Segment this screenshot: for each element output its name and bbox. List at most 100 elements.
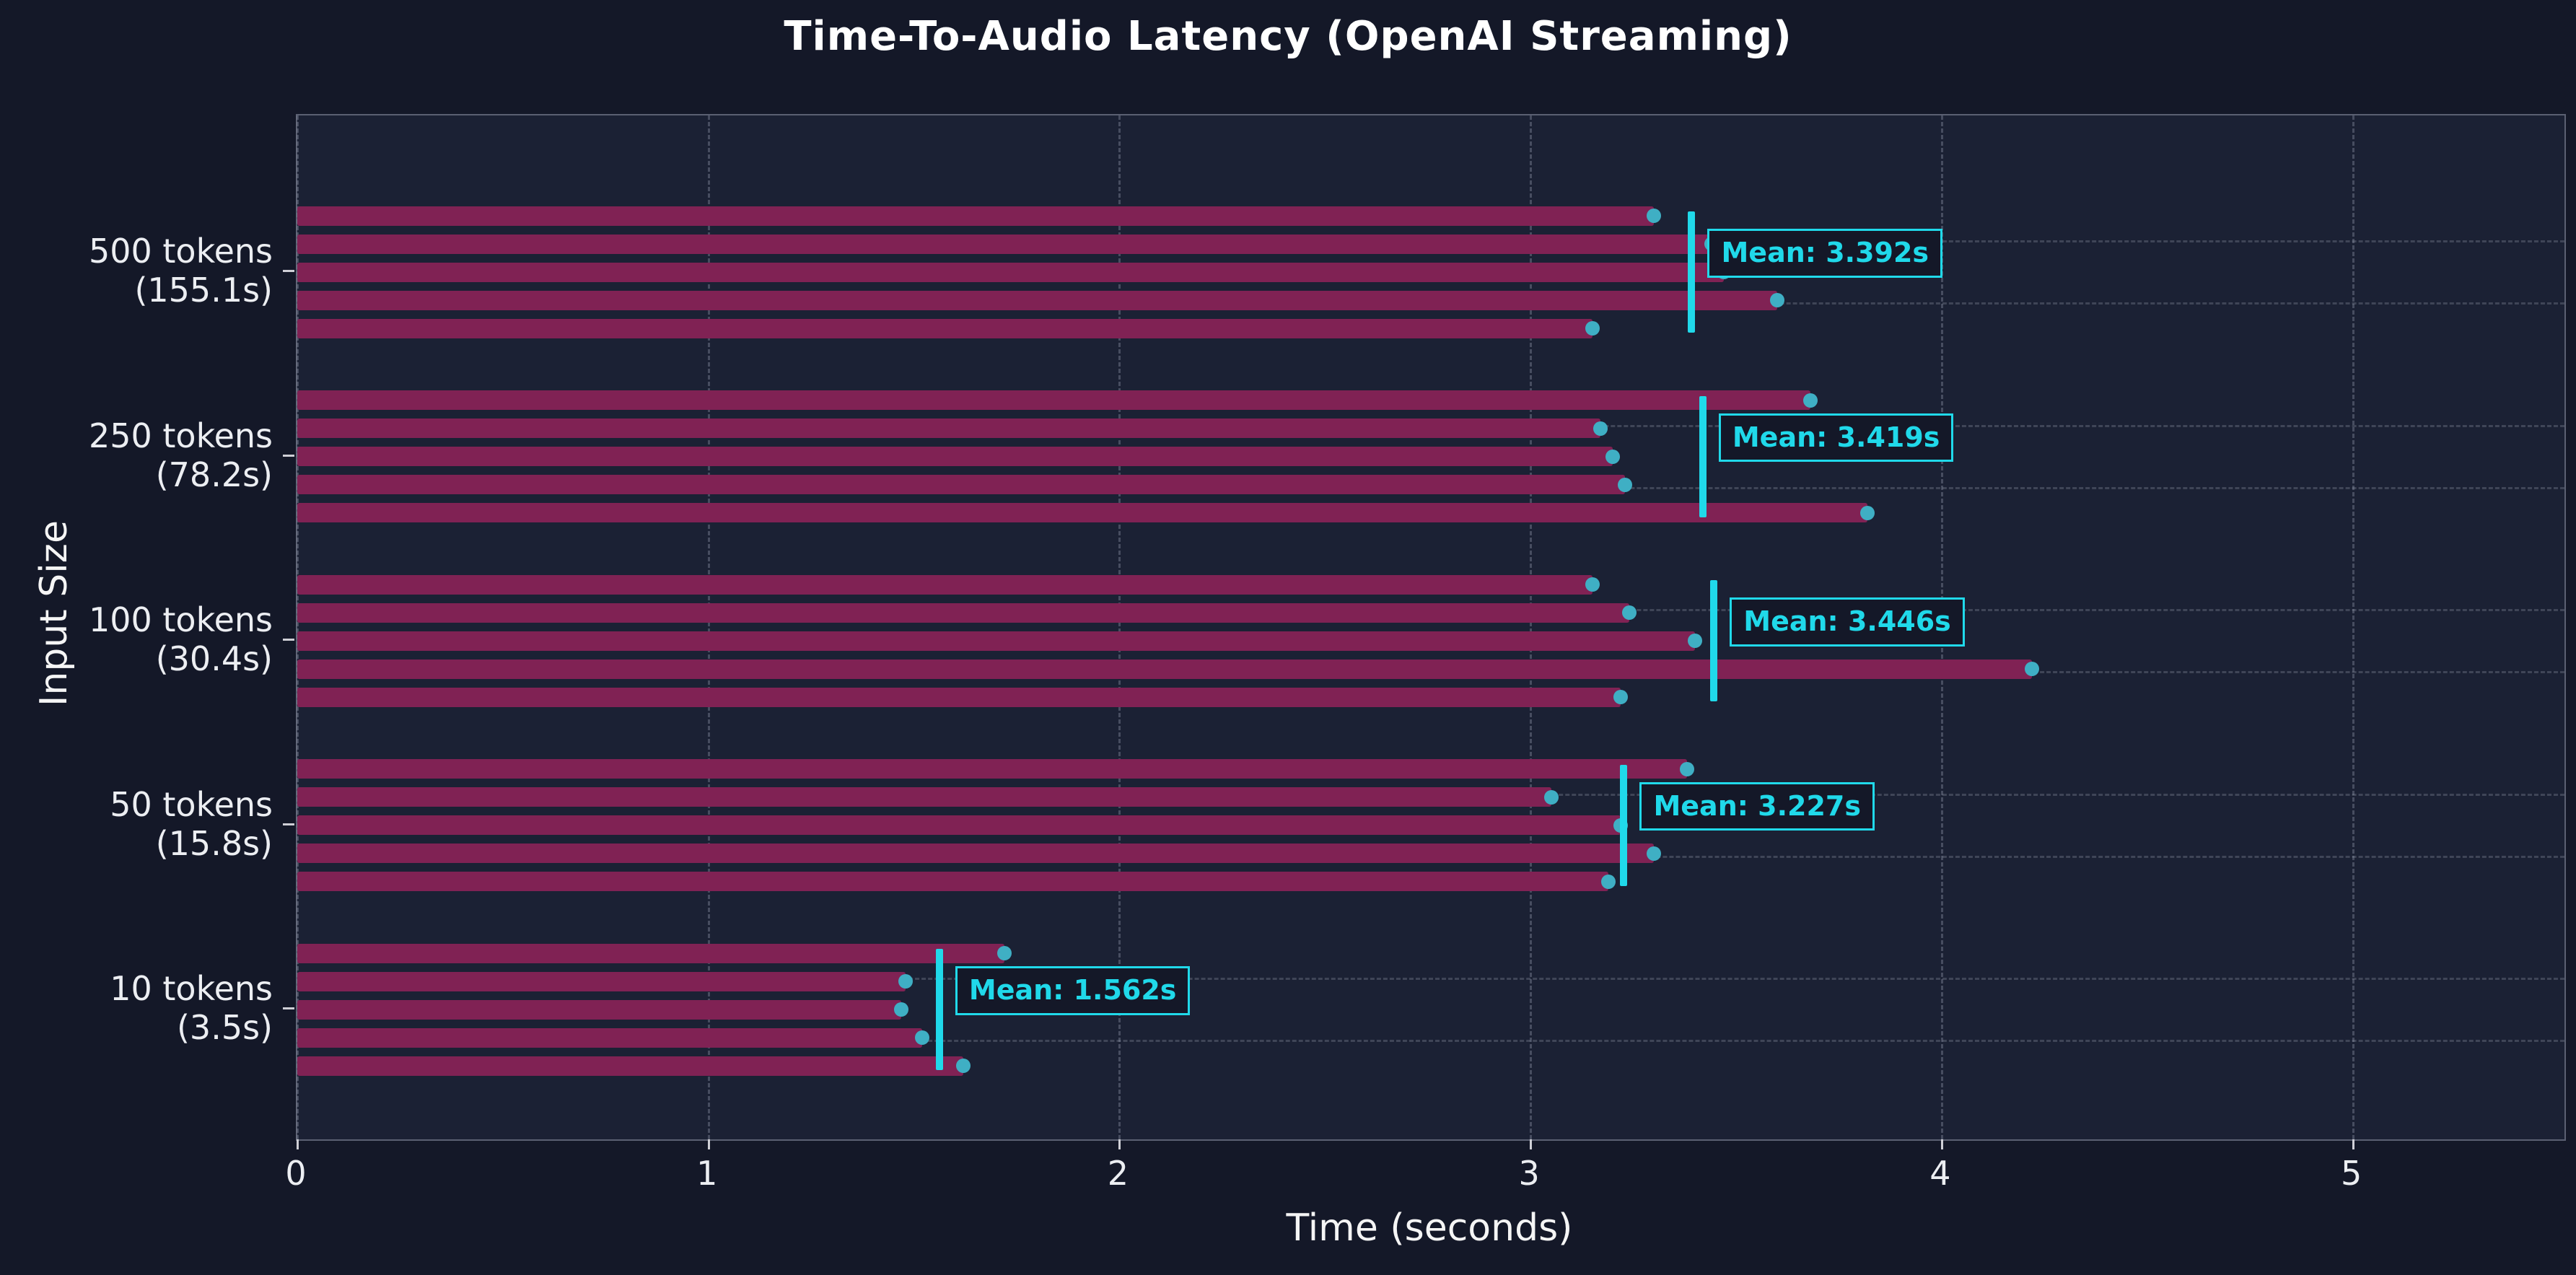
latency-bar	[297, 631, 1696, 651]
y-tick-label: 50 tokens (15.8s)	[0, 785, 273, 863]
latency-bar	[297, 999, 902, 1020]
x-gridline	[1530, 115, 1533, 1139]
run-end-dot	[1621, 605, 1637, 620]
group-label-line2: (78.2s)	[155, 455, 273, 494]
latency-bar	[297, 844, 1655, 863]
x-tick-mark	[707, 1139, 710, 1149]
group-label-line1: 500 tokens	[88, 232, 273, 271]
mean-line	[1688, 211, 1696, 333]
run-end-dot	[1618, 477, 1633, 492]
mean-label: Mean: 3.419s	[1718, 413, 1954, 463]
run-end-dot	[955, 1059, 971, 1073]
mean-line	[1699, 395, 1707, 517]
run-end-dot	[1543, 789, 1559, 805]
y-tick-mark	[283, 270, 294, 272]
y-tick-label: 100 tokens (30.4s)	[0, 600, 273, 678]
latency-bar	[297, 447, 1613, 466]
x-tick-mark	[1530, 1139, 1533, 1149]
mean-label: Mean: 1.562s	[955, 966, 1191, 1015]
latency-bar	[297, 419, 1600, 438]
run-end-dot	[1601, 874, 1616, 889]
x-gridline	[297, 115, 299, 1139]
latency-bar	[297, 234, 1712, 254]
chart-title: Time-To-Audio Latency (OpenAI Streaming)	[784, 13, 1792, 60]
mean-line	[1710, 580, 1718, 701]
y-tick-mark	[283, 823, 294, 825]
group-label-line1: 250 tokens	[88, 416, 273, 455]
group-label-line1: 10 tokens	[110, 969, 273, 1008]
latency-bar	[297, 503, 1868, 522]
y-tick-mark	[283, 1007, 294, 1009]
run-end-dot	[1647, 846, 1662, 861]
x-tick-mark	[1940, 1139, 1943, 1149]
x-tick-label: 3	[1518, 1154, 1540, 1193]
x-tick-mark	[297, 1139, 299, 1149]
run-end-dot	[1593, 421, 1608, 436]
latency-bar	[297, 475, 1626, 494]
latency-bar	[297, 659, 2033, 679]
run-end-dot	[1679, 761, 1694, 776]
x-tick-mark	[2352, 1139, 2354, 1149]
y-gridline	[297, 1040, 2564, 1042]
x-gridline	[1118, 115, 1121, 1139]
x-gridline	[2352, 115, 2354, 1139]
group-label-line1: 100 tokens	[88, 600, 273, 639]
latency-bar	[297, 815, 1621, 835]
run-end-dot	[1769, 293, 1784, 307]
run-end-dot	[894, 1002, 909, 1017]
plot-area: Mean: 3.392s Mean: 3.419s Mean: 3.446s Mean…	[296, 114, 2566, 1149]
latency-bar	[297, 759, 1687, 779]
latency-bar	[297, 318, 1593, 338]
run-end-dot	[1613, 690, 1629, 704]
y-tick-label: 250 tokens (78.2s)	[0, 416, 273, 494]
y-gridline	[297, 978, 2564, 980]
latency-bar	[297, 262, 1724, 282]
run-end-dot	[1802, 393, 1818, 408]
mean-label: Mean: 3.446s	[1730, 597, 1965, 647]
x-axis-label: Time (seconds)	[1286, 1206, 1573, 1250]
run-end-dot	[914, 1030, 929, 1045]
run-end-dot	[898, 974, 914, 989]
x-tick-label: 2	[1107, 1154, 1129, 1193]
group-label-line2: (15.8s)	[155, 823, 273, 863]
latency-bar	[297, 971, 906, 991]
latency-bar	[297, 872, 1609, 891]
y-tick-label: 10 tokens (3.5s)	[0, 969, 273, 1047]
x-gridline	[707, 115, 710, 1139]
latency-bar	[297, 687, 1621, 707]
latency-bar	[297, 1028, 922, 1048]
group-label-line1: 50 tokens	[110, 784, 273, 824]
run-end-dot	[1688, 634, 1703, 648]
run-end-dot	[1605, 449, 1621, 464]
mean-label: Mean: 3.227s	[1639, 781, 1875, 831]
latency-bar	[297, 390, 1810, 410]
y-tick-mark	[283, 454, 294, 457]
run-end-dot	[1585, 321, 1600, 336]
y-tick-label: 500 tokens (155.1s)	[0, 232, 273, 310]
latency-bar	[297, 290, 1777, 310]
run-end-dot	[1585, 577, 1600, 592]
group-label-line2: (3.5s)	[176, 1008, 273, 1047]
latency-bar	[297, 787, 1551, 807]
x-tick-label: 0	[285, 1154, 307, 1193]
latency-bar	[297, 1056, 963, 1076]
x-tick-label: 5	[2340, 1154, 2362, 1193]
run-end-dot	[1647, 209, 1662, 223]
run-end-dot	[1860, 505, 1875, 520]
latency-bar	[297, 574, 1593, 595]
x-tick-label: 1	[696, 1154, 718, 1193]
mean-label: Mean: 3.392s	[1707, 229, 1943, 278]
x-tick-mark	[1118, 1139, 1121, 1149]
mean-line	[1620, 764, 1628, 886]
x-tick-label: 4	[1929, 1154, 1951, 1193]
group-label-line2: (155.1s)	[134, 271, 273, 310]
run-end-dot	[996, 946, 1012, 960]
group-label-line2: (30.4s)	[155, 639, 273, 678]
latency-bar	[297, 943, 1004, 963]
mean-line	[935, 949, 943, 1070]
latency-bar	[297, 206, 1655, 226]
y-tick-mark	[283, 639, 294, 641]
run-end-dot	[2025, 662, 2040, 676]
latency-bar	[297, 603, 1629, 623]
